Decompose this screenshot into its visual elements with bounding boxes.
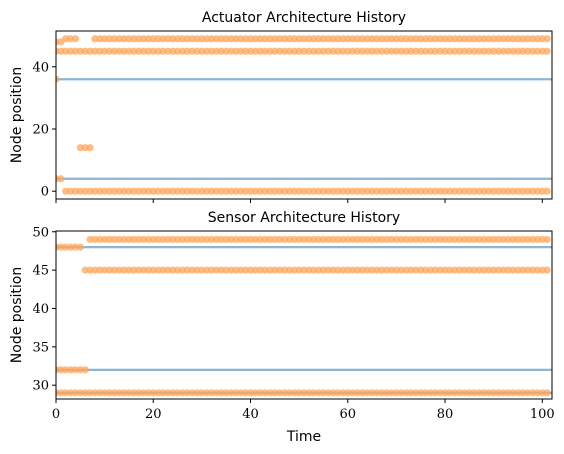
data-point: [543, 266, 551, 274]
data-point: [56, 75, 60, 83]
data-point: [543, 187, 551, 195]
actuator-panel: 0 20 40 Actuator Architecture History Node p…: [9, 10, 553, 203]
y-tick-label: 50: [32, 225, 49, 240]
plot-area: [56, 35, 552, 195]
data-point: [57, 175, 65, 183]
x-tick-label: 0: [52, 407, 60, 422]
x-tick-label: 80: [437, 407, 454, 422]
axes-frame: [55, 30, 553, 200]
y-tick-label: 45: [32, 264, 49, 279]
data-point: [543, 389, 551, 397]
axes-frame: [55, 230, 553, 400]
data-point: [81, 366, 89, 374]
y-tick-label: 20: [32, 123, 49, 138]
y-tick-label: 35: [32, 340, 49, 355]
x-tick-label: 60: [339, 407, 356, 422]
chart-title: Actuator Architecture History: [202, 10, 406, 26]
y-axis-label: Node position: [9, 67, 25, 163]
data-point: [76, 243, 84, 251]
y-tick-label: 40: [32, 302, 49, 317]
y-tick-label: 30: [32, 379, 49, 394]
x-tick-label: 40: [242, 407, 259, 422]
data-point: [86, 144, 94, 152]
data-point: [543, 47, 551, 55]
sensor-panel: 0 20 40 60 80 100 30 35 40 45 50 Sensor Architectur…: [9, 210, 555, 445]
x-axis-label: Time: [286, 429, 321, 445]
y-tick-label: 40: [32, 60, 49, 75]
y-tick-label: 0: [41, 185, 49, 200]
data-point: [71, 35, 80, 43]
data-point: [543, 35, 551, 43]
chart-title: Sensor Architecture History: [208, 210, 400, 226]
x-tick-label: 100: [530, 407, 555, 422]
plot-area: [56, 235, 552, 397]
data-point: [543, 235, 551, 244]
y-axis-label: Node position: [9, 267, 25, 363]
x-tick-label: 20: [145, 407, 162, 422]
